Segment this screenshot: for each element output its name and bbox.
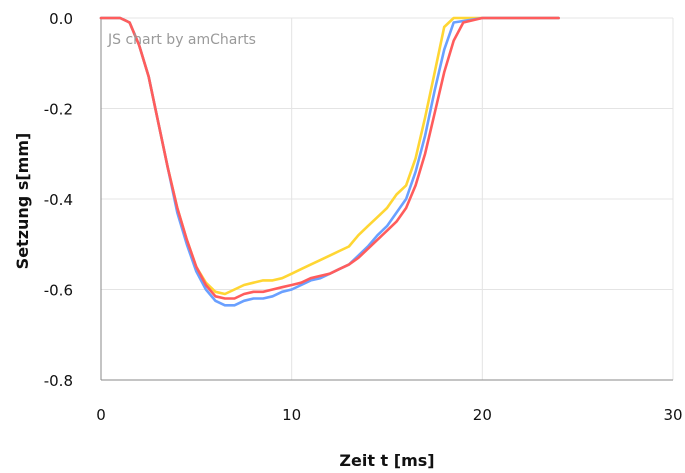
series-lines	[99, 16, 560, 307]
axes	[100, 18, 673, 381]
tick-labels: 0 10 20 30 0.0 -0.2 -0.4 -0.6 -0.8	[44, 10, 683, 424]
x-tick-label: 20	[473, 406, 492, 424]
x-tick-label: 30	[663, 406, 682, 424]
y-tick-label: -0.4	[44, 191, 73, 209]
x-axis-title: Zeit t [ms]	[339, 451, 434, 470]
x-tick-label: 0	[96, 406, 106, 424]
grid	[101, 17, 674, 380]
y-tick-label: -0.6	[44, 282, 73, 300]
y-tick-label: 0.0	[49, 10, 73, 28]
series-line-2[interactable]	[99, 16, 560, 307]
chart-credit[interactable]: JS chart by amCharts	[107, 32, 256, 48]
x-tick-label: 10	[282, 406, 301, 424]
y-tick-label: -0.2	[44, 101, 73, 119]
y-tick-label: -0.8	[44, 372, 73, 390]
series-line-3[interactable]	[99, 16, 560, 300]
y-axis-title: Setzung s[mm]	[13, 133, 32, 270]
series-line-1[interactable]	[99, 16, 560, 296]
